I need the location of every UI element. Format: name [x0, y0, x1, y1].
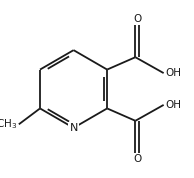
Text: O: O [133, 154, 141, 164]
Text: OH: OH [165, 100, 181, 110]
Text: CH$_3$: CH$_3$ [0, 117, 17, 131]
Text: OH: OH [165, 68, 181, 78]
Text: O: O [133, 14, 141, 24]
Text: N: N [69, 123, 78, 133]
